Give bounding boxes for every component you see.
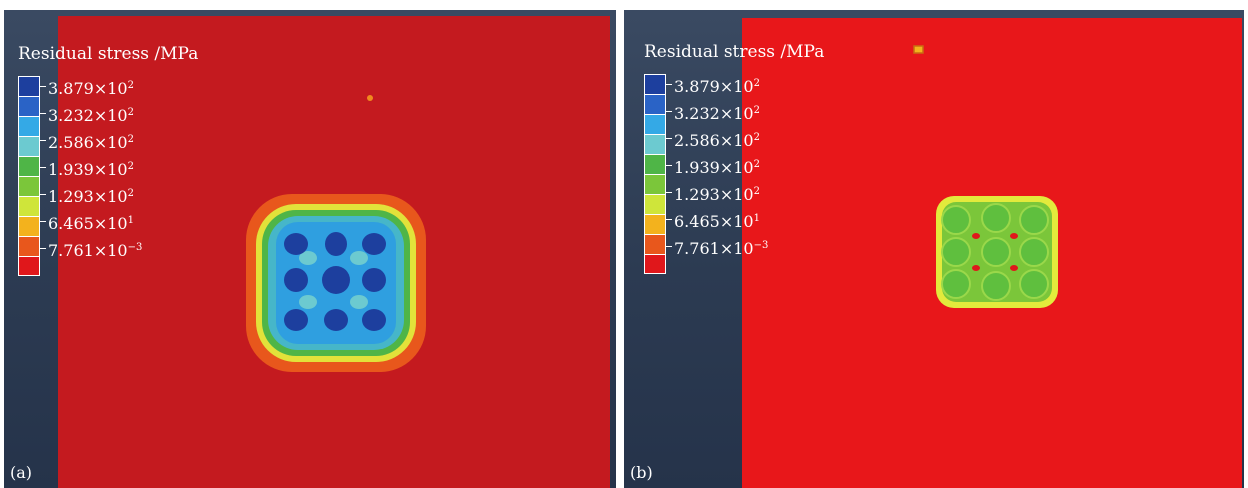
legend-swatch bbox=[644, 74, 666, 94]
contour-peak bbox=[284, 309, 308, 331]
contour-cell bbox=[981, 203, 1011, 233]
legend-tick bbox=[666, 219, 672, 221]
contour-plot-b bbox=[913, 45, 1058, 308]
legend-swatch bbox=[18, 216, 40, 236]
legend-tick-label: 6.465×101 bbox=[674, 212, 760, 232]
contour-peak bbox=[325, 232, 347, 256]
legend-tick bbox=[40, 248, 46, 250]
legend-swatch bbox=[18, 116, 40, 136]
contour-peak bbox=[362, 309, 386, 331]
legend-swatch bbox=[644, 234, 666, 254]
legend-tick-label: 1.939×102 bbox=[674, 158, 760, 178]
contour-cell bbox=[981, 271, 1011, 301]
legend-tick-label: 3.232×102 bbox=[674, 104, 760, 124]
legend-tick-label: 7.761×10−3 bbox=[674, 239, 769, 259]
legend-tick bbox=[40, 86, 46, 87]
legend-tick-label: 3.879×102 bbox=[674, 77, 760, 96]
legend-colorbar bbox=[18, 76, 40, 276]
legend-title: Residual stress /MPa bbox=[644, 42, 825, 62]
legend-tick bbox=[40, 194, 46, 196]
legend-swatch bbox=[644, 134, 666, 154]
legend-swatch bbox=[18, 76, 40, 96]
legend-swatch bbox=[18, 256, 40, 276]
legend-tick bbox=[40, 221, 46, 223]
hotspot-dot bbox=[367, 95, 373, 101]
legend-tick bbox=[666, 111, 672, 113]
contour-gap bbox=[1010, 233, 1018, 239]
contour-patch-cyan bbox=[299, 295, 317, 309]
legend-tick bbox=[666, 192, 672, 194]
contour-peak bbox=[362, 268, 386, 292]
panel-label-b: (b) bbox=[630, 463, 653, 482]
contour-patch-cyan bbox=[350, 251, 368, 265]
legend-tick-label: 1.293×102 bbox=[674, 185, 760, 205]
legend-swatch bbox=[18, 196, 40, 216]
legend-tick-label: 7.761×10−3 bbox=[48, 241, 143, 261]
contour-gap bbox=[972, 265, 980, 271]
legend-tick-label: 1.939×102 bbox=[48, 160, 134, 180]
legend-tick-label: 3.232×102 bbox=[48, 106, 134, 126]
contour-cell bbox=[941, 237, 971, 267]
hotspot-marker bbox=[913, 45, 924, 54]
legend-tick-label: 1.293×102 bbox=[48, 187, 134, 207]
contour-cell bbox=[941, 205, 971, 235]
legend-swatch bbox=[18, 156, 40, 176]
legend-swatch bbox=[18, 236, 40, 256]
panel-a: Residual stress /MPa 3.879×102 3.232×102 2… bbox=[4, 10, 616, 488]
legend-tick bbox=[40, 140, 46, 142]
contour-peak bbox=[322, 266, 350, 294]
legend-swatch bbox=[18, 96, 40, 116]
contour-peak bbox=[324, 309, 348, 331]
contour-cell bbox=[1019, 237, 1049, 267]
contour-cell bbox=[981, 237, 1011, 267]
legend-tick-label: 2.586×102 bbox=[674, 131, 760, 151]
contour-patch-cyan bbox=[350, 295, 368, 309]
legend-tick-label: 3.879×102 bbox=[48, 79, 134, 98]
legend-title: Residual stress /MPa bbox=[18, 44, 199, 64]
legend-tick bbox=[666, 165, 672, 167]
contour-cell bbox=[1019, 205, 1049, 235]
contour-gap bbox=[972, 233, 980, 239]
legend-swatch bbox=[644, 154, 666, 174]
legend-tick-label: 6.465×101 bbox=[48, 214, 134, 234]
contour-peak bbox=[362, 233, 386, 255]
panel-b: Residual stress /MPa 3.879×102 3.232×102 2… bbox=[624, 10, 1244, 488]
legend-swatch bbox=[644, 194, 666, 214]
legend-tick bbox=[40, 113, 46, 115]
legend-tick bbox=[666, 138, 672, 140]
legend-tick bbox=[666, 246, 672, 248]
contour-cell bbox=[941, 269, 971, 299]
contour-peak bbox=[284, 268, 308, 292]
legend-swatch bbox=[18, 176, 40, 196]
panel-label-a: (a) bbox=[10, 463, 33, 482]
legend-tick bbox=[40, 167, 46, 169]
contour-gap bbox=[1010, 265, 1018, 271]
legend-swatch bbox=[644, 254, 666, 274]
contour-patch-cyan bbox=[299, 251, 317, 265]
contour-peak bbox=[284, 233, 308, 255]
contour-cell bbox=[1019, 269, 1049, 299]
legend-swatch bbox=[644, 114, 666, 134]
legend-swatch bbox=[644, 174, 666, 194]
legend-tick-label: 2.586×102 bbox=[48, 133, 134, 153]
legend-swatch bbox=[644, 214, 666, 234]
legend-colorbar bbox=[644, 74, 666, 274]
contour-plot-a bbox=[246, 95, 426, 372]
legend-tick bbox=[666, 84, 672, 85]
legend-swatch bbox=[18, 136, 40, 156]
legend-swatch bbox=[644, 94, 666, 114]
